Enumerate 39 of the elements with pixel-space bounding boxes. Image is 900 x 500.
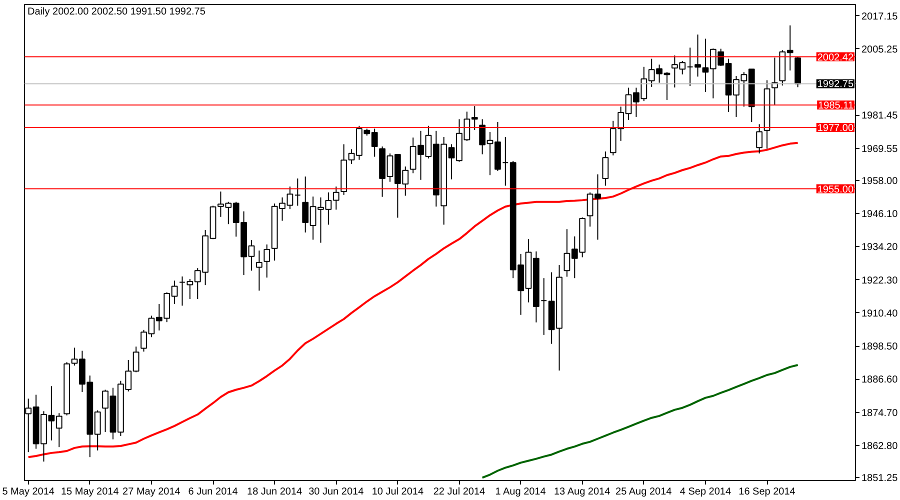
x-tick-label: 6 Jun 2014 <box>188 486 238 498</box>
y-tick-label: 1958.00 <box>862 176 898 187</box>
x-tick-label: 13 Aug 2014 <box>554 486 611 498</box>
ref-line-label: 1977.00 <box>817 123 854 134</box>
y-tick-label: 2005.25 <box>862 44 898 56</box>
x-tick-label: 1 Aug 2014 <box>495 486 546 498</box>
y-tick-label: 1946.10 <box>862 209 898 220</box>
y-tick-label: 1934.20 <box>862 242 898 254</box>
y-tick-label: 2017.15 <box>862 11 898 22</box>
x-tick-label: 10 Jul 2014 <box>372 486 424 498</box>
ref-line-label: 1955.00 <box>817 184 854 196</box>
y-tick-label: 1851.25 <box>862 473 898 484</box>
y-tick-label: 1910.40 <box>862 308 898 320</box>
x-tick-label: 18 Jun 2014 <box>247 486 303 498</box>
ref-line-label: 1985.11 <box>818 100 854 112</box>
ref-line-label: 2002.42 <box>817 52 854 64</box>
candlestick <box>602 150 609 186</box>
y-tick-label: 1969.55 <box>862 144 898 155</box>
ref-line-label: 1992.75 <box>817 79 854 90</box>
x-tick-label: 22 Jul 2014 <box>433 486 486 498</box>
x-tick-label: 30 Jun 2014 <box>308 486 364 498</box>
x-tick-label: 25 Aug 2014 <box>616 486 672 498</box>
chart-title: Daily 2002.00 2002.50 1991.50 1992.75 <box>28 6 206 18</box>
candlestick <box>264 244 270 278</box>
x-tick-label: 4 Sep 2014 <box>680 486 732 498</box>
candlestick <box>756 124 763 154</box>
x-tick-label: 16 Sep 2014 <box>738 486 796 498</box>
x-tick-label: 5 May 2014 <box>2 486 55 498</box>
x-tick-label: 15 May 2014 <box>60 486 120 498</box>
y-tick-label: 1886.60 <box>862 374 898 386</box>
y-tick-label: 1898.50 <box>862 342 898 353</box>
y-tick-label: 1981.45 <box>862 110 898 122</box>
line-series <box>481 364 799 479</box>
y-tick-label: 1922.30 <box>862 275 898 286</box>
candlestick <box>256 250 262 292</box>
y-tick-label: 1862.80 <box>862 440 898 452</box>
x-tick-label: 27 May 2014 <box>122 486 181 498</box>
candlestick <box>294 178 301 206</box>
y-tick-label: 1874.70 <box>862 408 898 419</box>
